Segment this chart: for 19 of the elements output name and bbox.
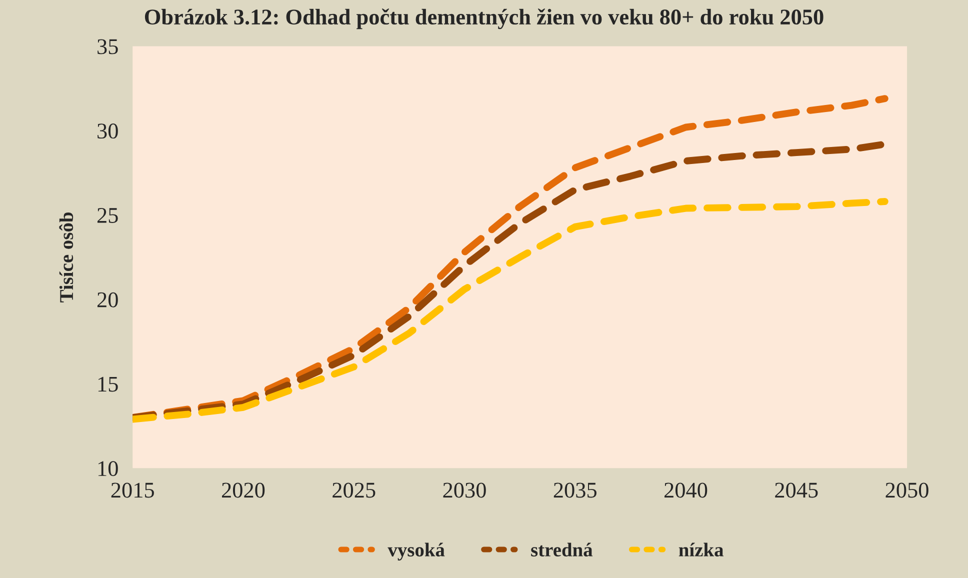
x-tick-label: 2050 [886,482,928,498]
x-tick-label: 2040 [664,482,708,498]
x-tick-label: 2030 [443,482,486,498]
y-tick-label: 35 [98,39,118,54]
x-tick-label: 2045 [775,482,818,498]
y-tick-label: 15 [98,376,118,392]
y-tick-label: 10 [98,461,118,476]
x-tick-label: 2020 [222,482,265,498]
x-tick-label: 2025 [332,482,376,498]
y-tick-label: 20 [97,292,118,308]
legend-label: vysoká [388,542,445,560]
x-tick-label: 2035 [554,482,596,498]
y-axis-title: Tisíce osôb [59,212,74,302]
x-tick-label: 2015 [111,482,154,498]
y-tick-label: 25 [97,208,118,223]
y-tick-label: 30 [98,124,118,139]
legend-label: stredná [531,542,593,556]
legend-label: nízka [678,542,724,556]
chart-title: Obrázok 3.12: Odhad počtu dementných žien vo veku 80+ do roku 2050 [144,8,824,30]
